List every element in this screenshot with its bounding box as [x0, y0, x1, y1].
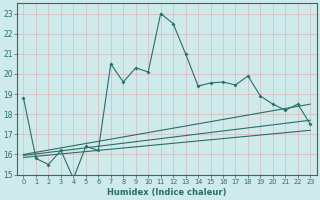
X-axis label: Humidex (Indice chaleur): Humidex (Indice chaleur) [107, 188, 227, 197]
